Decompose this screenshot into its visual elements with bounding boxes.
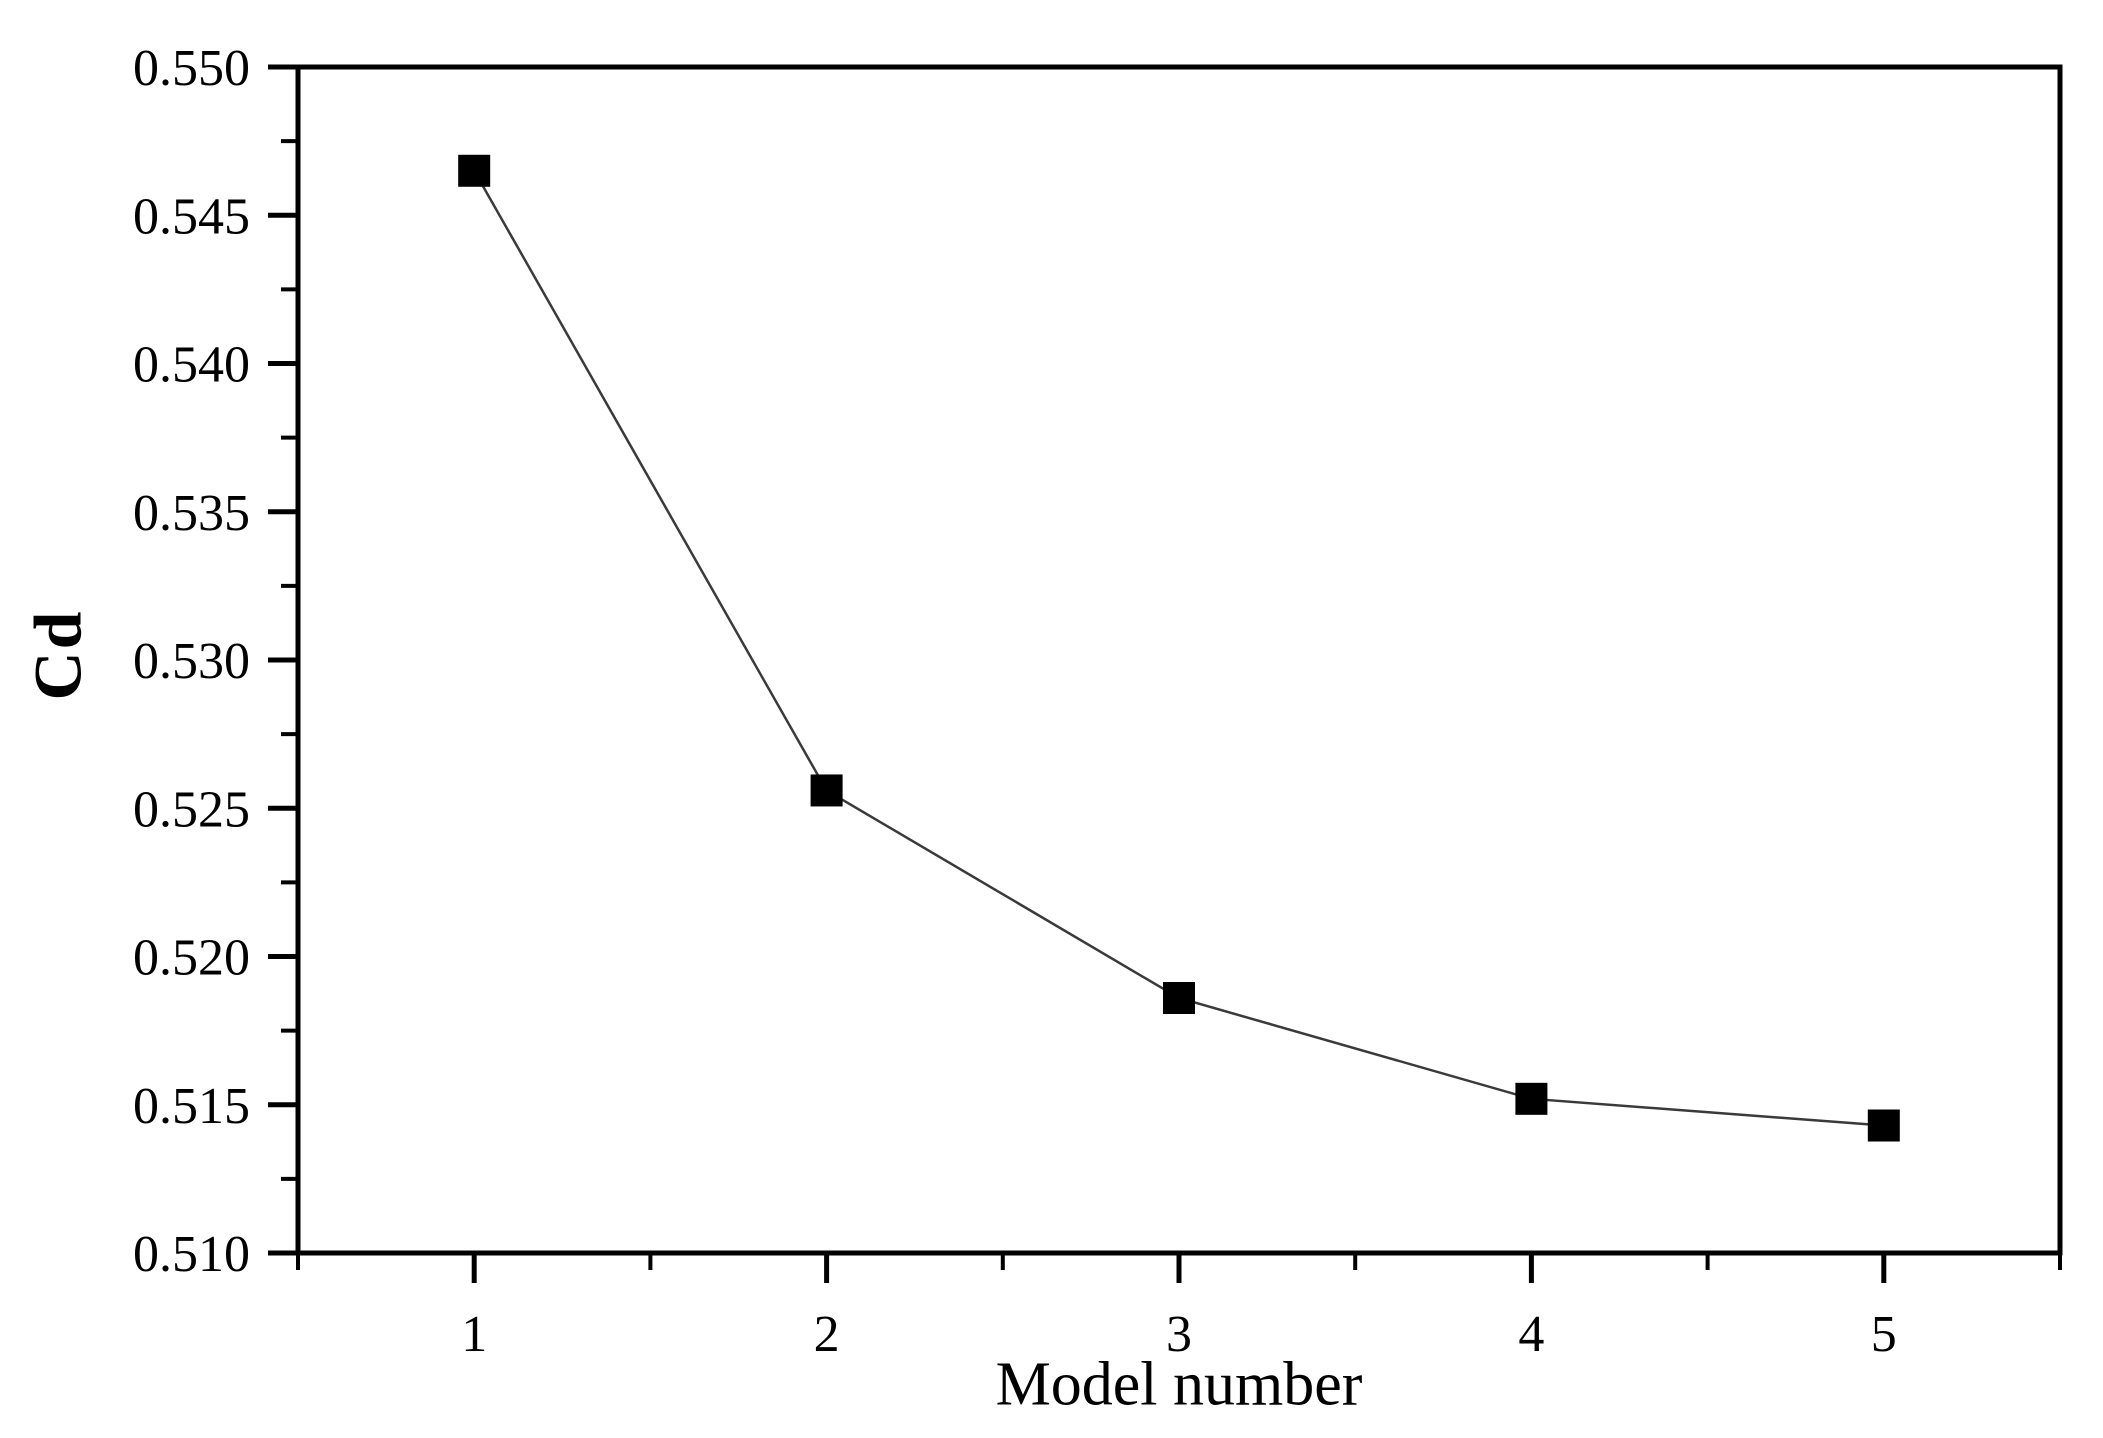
plot-frame xyxy=(295,64,2063,1256)
y-tick-label: 0.520 xyxy=(133,930,250,987)
x-tick-label: 2 xyxy=(814,1306,840,1363)
x-tick-label: 1 xyxy=(461,1306,487,1363)
y-tick-label: 0.540 xyxy=(133,337,250,394)
data-point-marker xyxy=(810,774,843,807)
x-tick-label: 4 xyxy=(1518,1306,1544,1363)
data-point-marker xyxy=(1163,982,1195,1015)
data-point-marker xyxy=(1867,1109,1900,1142)
data-point-marker xyxy=(1515,1082,1548,1115)
y-axis-title: Cd xyxy=(19,609,96,701)
y-tick-label: 0.515 xyxy=(133,1078,250,1135)
y-tick-label: 0.550 xyxy=(133,40,250,97)
data-point-marker xyxy=(458,154,491,187)
y-tick-label: 0.510 xyxy=(133,1226,250,1283)
x-axis-title: Model number xyxy=(995,1350,1363,1419)
y-tick-label: 0.535 xyxy=(133,485,250,542)
x-tick-label: 3 xyxy=(1166,1306,1192,1363)
y-tick-label: 0.525 xyxy=(133,781,250,838)
y-tick-label: 0.545 xyxy=(133,188,250,245)
x-tick-label: 5 xyxy=(1871,1306,1897,1363)
y-tick-label: 0.530 xyxy=(133,633,250,690)
